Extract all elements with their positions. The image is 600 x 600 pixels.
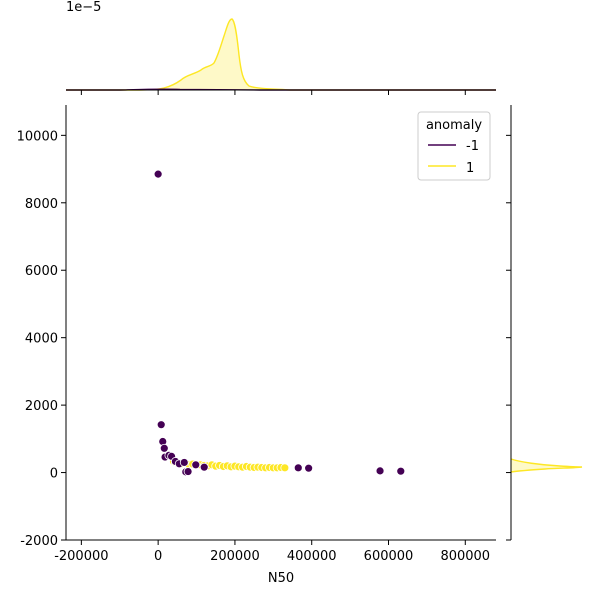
top-kde-anomaly-1 [66, 18, 496, 91]
x-tick-label: 200000 [210, 549, 260, 564]
y-tick-label: 6000 [25, 264, 58, 279]
y-axis-ticks: -2000 0 2000 4000 6000 8000 10000 [17, 129, 66, 549]
right-marginal-plot [506, 105, 583, 541]
x-tick-label: 0 [154, 549, 162, 564]
legend-label-neg1: -1 [466, 139, 479, 154]
top-marginal-scale-label: 1e−5 [66, 0, 101, 15]
x-tick-label: 400000 [287, 549, 337, 564]
legend-title: anomaly [426, 118, 482, 133]
x-axis-label: N50 [268, 571, 294, 586]
legend: anomaly -1 1 [417, 111, 491, 181]
y-tick-label: 10000 [17, 129, 58, 144]
y-tick-label: 2000 [25, 399, 58, 414]
scatter-point-1 [280, 463, 290, 473]
main-axes: -200000 0 200000 400000 600000 800000 -2000 0 2… [0, 105, 496, 586]
scatter-point-neg1 [199, 462, 209, 472]
scatter-point-neg1 [183, 467, 193, 476]
scatter-point-neg1 [304, 463, 314, 473]
x-axis-ticks: -200000 0 200000 400000 600000 800000 [54, 540, 490, 564]
legend-label-1: 1 [466, 161, 474, 176]
top-marginal-plot: 1e−5 [66, 0, 496, 95]
scatter-point-neg1 [396, 466, 406, 476]
right-kde-anomaly-1 [510, 458, 583, 473]
x-tick-label: -200000 [54, 549, 108, 564]
scatter-point-neg1 [191, 460, 201, 470]
scatter-points [153, 169, 406, 477]
y-tick-label: 0 [50, 467, 58, 482]
scatter-point-neg1 [375, 466, 385, 476]
y-tick-label: 4000 [25, 332, 58, 347]
x-tick-label: 600000 [364, 549, 414, 564]
x-tick-label: 800000 [440, 549, 490, 564]
scatter-point-neg1 [159, 443, 169, 453]
legend-box [417, 111, 491, 181]
scatter-point-neg1 [153, 169, 163, 179]
scatter-point-neg1 [156, 420, 166, 430]
y-axis-label: number [0, 296, 4, 347]
top-kde-anomaly-1-fill [160, 19, 290, 90]
scatter-point-neg1 [179, 458, 189, 467]
y-tick-label: 8000 [25, 197, 58, 212]
y-tick-label: -2000 [20, 534, 58, 549]
scatter-point-neg1 [293, 463, 303, 473]
